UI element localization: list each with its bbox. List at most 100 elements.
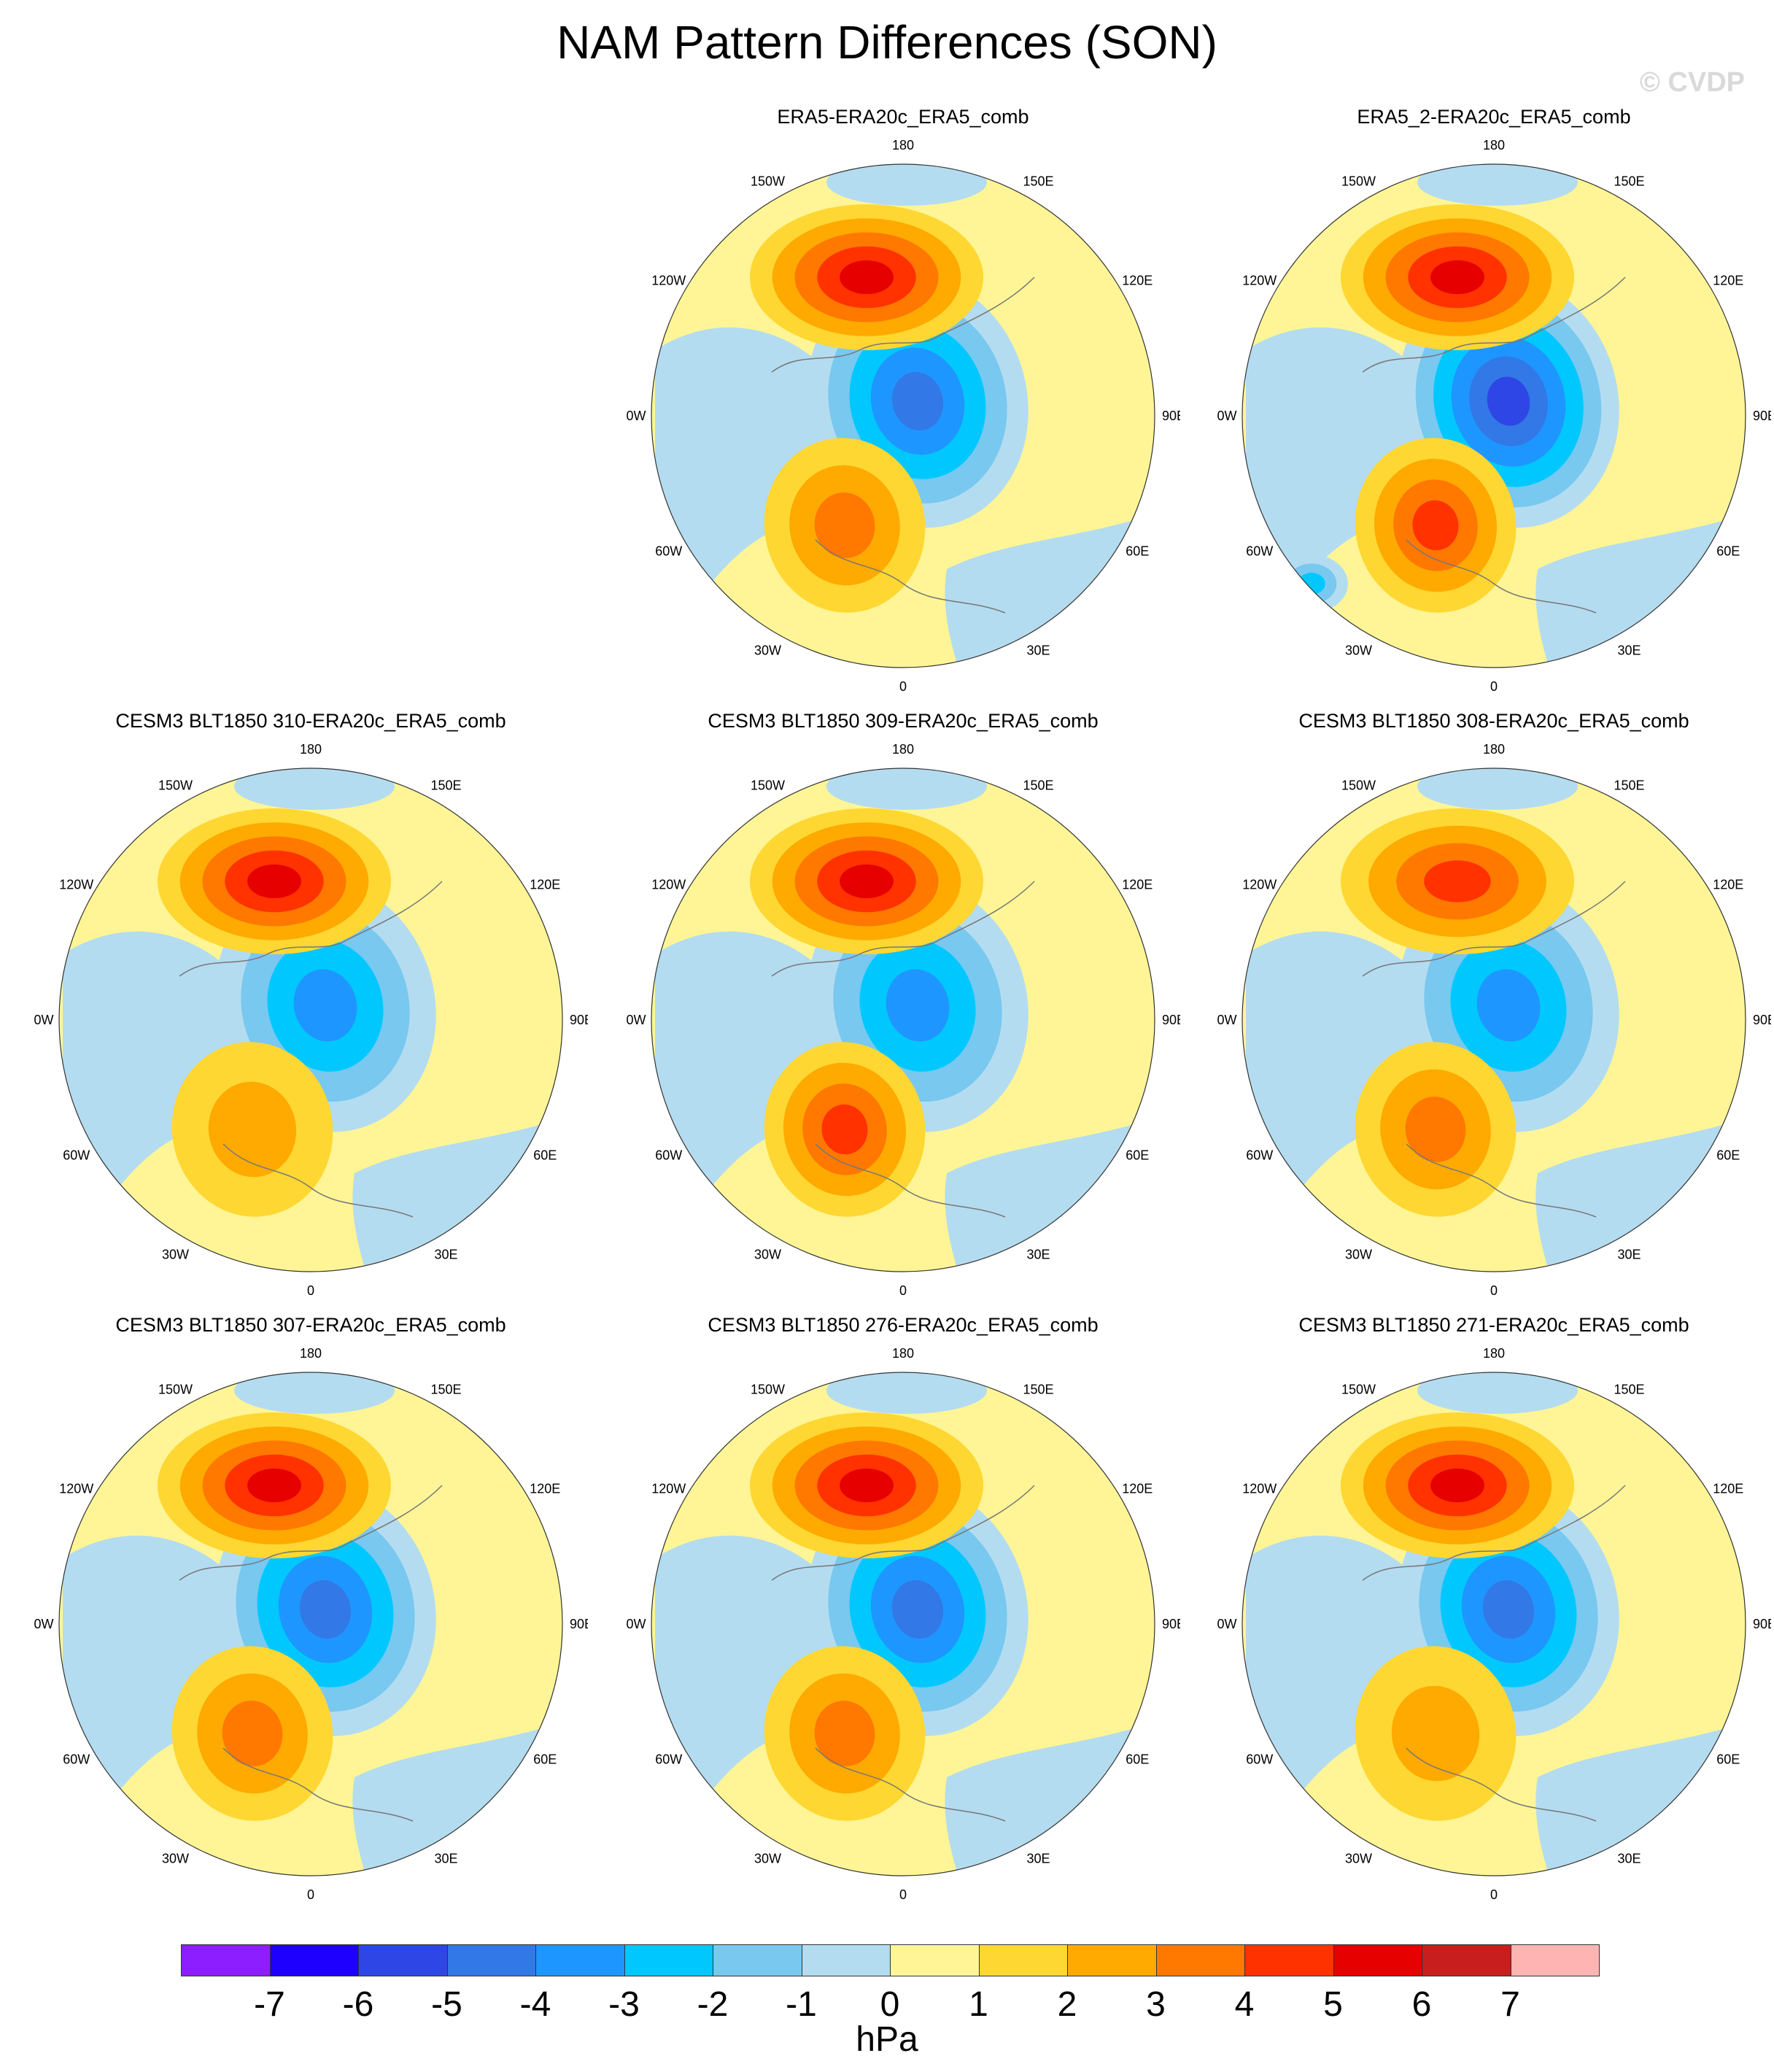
colorbar-tick: 6 [1411,1985,1432,2024]
longitude-label: 60W [1246,544,1273,559]
pacific-high-contour-5 [840,1468,894,1503]
longitude-label: 150W [1341,174,1376,189]
longitude-label: 150E [430,778,461,793]
longitude-label: 150W [1341,778,1376,793]
pacific-north-negative-region [1417,768,1578,810]
panel-title: ERA5-ERA20c_ERA5_comb [777,106,1029,128]
longitude-label: 180 [300,742,322,757]
longitude-label: 0 [899,679,907,694]
longitude-label: 60E [533,1148,557,1163]
longitude-label: 90W [1217,409,1237,423]
pacific-high-contour-5 [247,1468,301,1503]
longitude-label: 90W [626,1617,646,1631]
longitude-label: 30E [1026,1851,1050,1866]
coastline [771,277,1035,614]
map-panel: CESM3 BLT1850 308-ERA20c_ERA5_comb 180 150… [1217,706,1771,1298]
longitude-label: 120E [530,878,560,892]
arctic-low-contour-3 [886,969,950,1042]
polar-map: 180 150W 150E 120W 120E 90W 90E 60W 60E 30W 30E 0 [626,138,1180,694]
polar-map: 180 150W 150E 120W 120E 90W 90E 60W 60E 30W 30E 0 [1217,1346,1771,1902]
longitude-label: 30W [754,1851,781,1866]
longitude-label: 120W [1242,1482,1277,1496]
longitude-label: 90E [1753,1617,1771,1631]
colorbar-swatch [1422,1944,1511,1976]
longitude-label: 0 [1490,1887,1498,1902]
longitude-label: 90E [570,1013,588,1027]
longitude-label: 180 [1483,1346,1505,1361]
cvdp-watermark: © CVDP [1639,67,1745,98]
pacific-north-negative-region [1417,164,1578,206]
longitude-label: 180 [892,1346,914,1361]
coastline [771,1485,1035,1822]
longitude-label: 90E [570,1617,588,1631]
pacific-north-negative-region [826,164,987,206]
longitude-label: 150W [751,778,785,793]
longitude-label: 180 [1483,138,1505,152]
longitude-label: 180 [892,138,914,152]
longitude-label: 150W [158,778,193,793]
colorbar-swatch [535,1944,625,1976]
longitude-label: 150E [1023,174,1053,189]
longitude-label: 90W [1217,1013,1237,1027]
longitude-label: 90W [34,1617,54,1631]
polar-map: 180 150W 150E 120W 120E 90W 90E 60W 60E 30W 30E 0 [626,742,1180,1298]
colorbar-swatch [269,1944,359,1976]
longitude-label: 0 [1490,1283,1498,1298]
colorbar-tick: -1 [786,1985,817,2024]
polar-map: 180 150W 150E 120W 120E 90W 90E 60W 60E 30W 30E 0 [1217,742,1771,1298]
polar-map: 180 150W 150E 120W 120E 90W 90E 60W 60E 30W 30E 0 [1217,138,1771,694]
longitude-label: 90W [1217,1617,1237,1631]
colorbar-tick: 3 [1146,1985,1166,2024]
colorbar-swatch [1067,1944,1157,1976]
coastline [771,881,1035,1218]
longitude-label: 90E [1753,1013,1771,1027]
atlantic-high-contour-4 [821,1104,868,1155]
longitude-label: 30E [1617,643,1641,657]
longitude-label: 60W [655,1752,682,1767]
longitude-label: 150E [430,1383,461,1397]
longitude-label: 90W [34,1013,54,1027]
pacific-high-contour-5 [1430,1468,1484,1503]
longitude-label: 120E [1122,274,1153,288]
coastline [179,881,443,1218]
arctic-low-contour-3 [1476,969,1541,1042]
longitude-label: 90W [626,409,646,423]
longitude-label: 90E [1162,1013,1180,1027]
longitude-label: 150E [1614,174,1644,189]
atlantic-negative-region [655,931,850,1272]
atlantic-high-contour-3 [1405,1097,1466,1162]
longitude-label: 30W [754,643,781,657]
longitude-label: 120E [1713,274,1743,288]
colorbar-tick: -6 [342,1985,374,2024]
map-boundary [58,1372,563,1876]
longitude-label: 150W [751,1383,785,1397]
colorbar-swatch [1333,1944,1422,1976]
figure-title: NAM Pattern Differences (SON) [557,16,1217,69]
longitude-label: 60E [1126,1752,1149,1767]
atlantic-low-contour-2 [1298,573,1325,595]
coastline [1362,881,1626,1218]
arctic-low-contour-3 [293,969,357,1042]
colorbar-swatch [978,1944,1068,1976]
longitude-label: 120E [1122,878,1153,892]
arctic-low-contour-4 [299,1580,352,1639]
map-boundary [651,163,1155,668]
longitude-label: 60W [655,1148,682,1163]
atlantic-high-contour-3 [814,492,875,558]
atlantic-high-contour-4 [1412,500,1459,551]
longitude-label: 90E [1162,1617,1180,1631]
longitude-label: 120W [59,1482,93,1496]
colorbar-tick: 2 [1057,1985,1077,2024]
longitude-label: 150W [1341,1383,1376,1397]
pacific-north-negative-region [234,768,395,810]
longitude-label: 60W [1246,1752,1273,1767]
map-panel: CESM3 BLT1850 307-ERA20c_ERA5_comb 180 150… [34,1310,588,1902]
atlantic-negative-region [1246,931,1441,1272]
longitude-label: 120E [1122,1482,1153,1496]
longitude-label: 30W [1345,643,1372,657]
longitude-label: 30E [434,1247,457,1261]
pacific-high-contour-4 [1424,860,1491,902]
map-boundary [651,768,1155,1272]
colorbar-tick: -3 [608,1985,640,2024]
atlantic-high-contour-2 [208,1081,297,1178]
